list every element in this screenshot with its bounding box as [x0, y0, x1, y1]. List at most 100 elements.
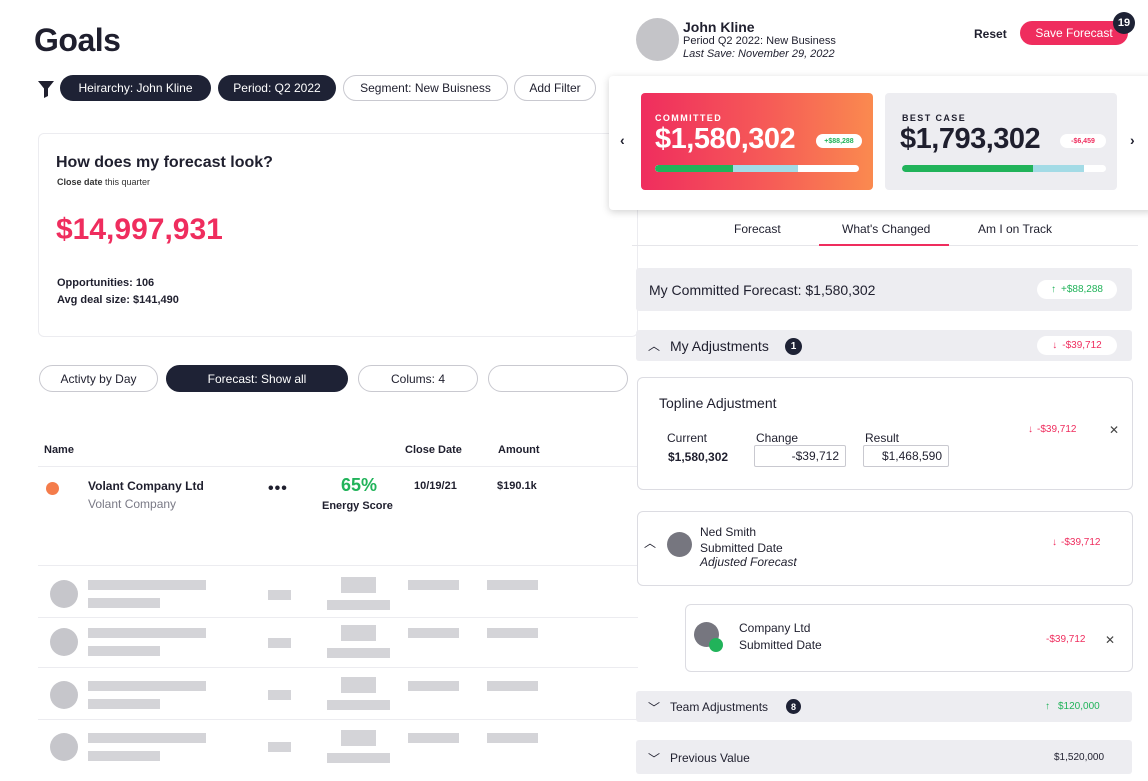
filter-chip-hierarchy[interactable]: Heirarchy: John Kline — [60, 75, 211, 101]
adjuster-submitted-date: Submitted Date — [700, 541, 783, 555]
row-opportunity-name: Volant Company Ltd — [88, 479, 204, 493]
result-label: Result — [865, 431, 900, 445]
best-case-amount: $1,793,302 — [900, 123, 1041, 155]
avatar — [636, 18, 679, 61]
filter-icon[interactable] — [37, 80, 55, 98]
team-adjustments-delta: ↑ $120,000 — [1045, 701, 1100, 712]
row-divider — [38, 565, 638, 566]
committed-forecast-label: My Committed Forecast: $1,580,302 — [649, 282, 876, 298]
adjuster-name: Ned Smith — [700, 525, 757, 539]
filter-chip-segment[interactable]: Segment: New Buisness — [343, 75, 508, 101]
topline-adjustment-card: Topline Adjustment Current $1,580,302 Ch… — [637, 377, 1133, 490]
last-save-date: Last Save: November 29, 2022 — [683, 48, 835, 60]
chevron-down-icon[interactable]: ﹀ — [648, 752, 661, 766]
committed-card[interactable]: COMMITTED $1,580,302 +$88,288 — [641, 93, 873, 190]
committed-delta-badge: +$88,288 — [816, 134, 862, 148]
company-ltd-card[interactable]: Company Ltd Submitted Date -$39,712 ✕ — [685, 604, 1133, 672]
column-header-amount[interactable]: Amount — [498, 444, 540, 456]
energy-score-value: 65% — [341, 475, 378, 495]
user-period: Period Q2 2022: New Business — [683, 35, 836, 47]
previous-value-amount: $1,520,000 — [1054, 752, 1105, 763]
tab-am-i-on-track[interactable]: Am I on Track — [978, 222, 1053, 236]
team-adjustments-label: Team Adjustments — [670, 700, 769, 714]
arrow-up-icon: ↑ — [1051, 284, 1056, 295]
adjuster-adjusted-forecast: Adjusted Forecast — [700, 555, 797, 569]
team-adjustments-count: 8 — [786, 699, 801, 714]
row-company-name: Volant Company — [88, 497, 177, 511]
add-filter-button[interactable]: Add Filter — [514, 75, 596, 101]
forecast-card-subtitle: Close date this quarter — [57, 177, 151, 187]
best-case-progress-bar — [902, 165, 1106, 172]
previous-value-label: Previous Value — [670, 751, 750, 765]
committed-amount: $1,580,302 — [655, 123, 796, 155]
chevron-right-icon[interactable]: › — [1130, 132, 1135, 148]
row-amount: $190.1k — [497, 480, 537, 492]
committed-label: COMMITTED — [655, 113, 723, 123]
current-value: $1,580,302 — [668, 450, 729, 464]
view-control-empty[interactable] — [488, 365, 628, 392]
forecast-summary-card — [38, 133, 638, 337]
chevron-up-icon[interactable]: ︿ — [644, 536, 657, 550]
best-case-label: BEST CASE — [902, 113, 967, 123]
page-title: Goals — [34, 22, 121, 58]
arrow-down-icon: ↓ — [1028, 424, 1033, 435]
row-close-date: 10/19/21 — [414, 480, 457, 492]
company-delta: -$39,712 — [1046, 634, 1086, 645]
column-header-close-date[interactable]: Close Date — [405, 444, 462, 456]
avatar — [667, 532, 692, 557]
close-icon[interactable]: ✕ — [1109, 423, 1120, 437]
ned-smith-card[interactable]: ︿ Ned Smith Submitted Date Adjusted Fore… — [637, 511, 1133, 586]
opportunities-count: Opportunities: 106 — [57, 277, 155, 289]
company-submitted-date: Submitted Date — [739, 638, 822, 652]
topline-title: Topline Adjustment — [659, 395, 777, 411]
row-divider — [38, 719, 638, 720]
more-horizontal-icon[interactable]: ••• — [268, 480, 288, 497]
columns-button[interactable]: Colums: 4 — [358, 365, 478, 392]
topline-delta: ↓ -$39,712 — [1028, 424, 1077, 435]
committed-progress-bar — [655, 165, 859, 172]
forecast-show-all-button[interactable]: Forecast: Show all — [166, 365, 348, 392]
forecast-card-title: How does my forecast look? — [56, 154, 273, 171]
team-adjustments-row[interactable]: ﹀ Team Adjustments 8 ↑ $120,000 — [636, 691, 1132, 722]
best-case-delta-badge: -$6,459 — [1060, 134, 1106, 148]
my-adjustments-delta: ↓ -$39,712 — [1037, 336, 1117, 355]
tab-whats-changed[interactable]: What's Changed — [842, 222, 931, 236]
my-adjustments-row[interactable]: ︿ My Adjustments 1 ↓ -$39,712 — [636, 330, 1132, 361]
reset-button[interactable]: Reset — [974, 27, 1007, 41]
save-forecast-button[interactable]: Save Forecast — [1020, 21, 1128, 45]
chevron-down-icon[interactable]: ﹀ — [648, 701, 661, 715]
active-tab-indicator — [819, 244, 949, 246]
avg-deal-size: Avg deal size: $141,490 — [57, 294, 179, 306]
ned-delta: ↓ -$39,712 — [1052, 537, 1101, 548]
arrow-up-icon: ↑ — [1045, 701, 1050, 712]
arrow-down-icon: ↓ — [1052, 537, 1057, 548]
previous-value-row[interactable]: ﹀ Previous Value $1,520,000 — [636, 740, 1132, 774]
chevron-up-icon[interactable]: ︿ — [648, 339, 661, 353]
arrow-down-icon: ↓ — [1052, 340, 1058, 351]
save-count-badge: 19 — [1113, 12, 1135, 34]
chevron-left-icon[interactable]: ‹ — [620, 132, 625, 148]
user-name: John Kline — [683, 19, 755, 35]
close-icon[interactable]: ✕ — [1105, 633, 1116, 647]
committed-forecast-delta: ↑ +$88,288 — [1037, 280, 1117, 299]
activity-by-day-button[interactable]: Activty by Day — [39, 365, 158, 392]
my-adjustments-count: 1 — [785, 338, 802, 355]
filter-chip-period[interactable]: Period: Q2 2022 — [218, 75, 336, 101]
change-input[interactable]: -$39,712 — [754, 445, 846, 467]
row-divider — [38, 667, 638, 668]
best-case-card[interactable]: BEST CASE $1,793,302 -$6,459 — [885, 93, 1117, 190]
company-name: Company Ltd — [739, 621, 811, 635]
status-dot — [709, 638, 723, 652]
table-header-divider — [38, 466, 638, 467]
result-input[interactable]: $1,468,590 — [863, 445, 949, 467]
tab-forecast[interactable]: Forecast — [734, 222, 781, 236]
status-dot — [46, 482, 59, 495]
row-divider — [38, 617, 638, 618]
change-label: Change — [756, 431, 799, 445]
forecast-total-value: $14,997,931 — [56, 213, 223, 246]
column-header-name[interactable]: Name — [44, 444, 74, 456]
current-label: Current — [667, 431, 708, 445]
committed-forecast-row: My Committed Forecast: $1,580,302 ↑ +$88,… — [636, 268, 1132, 311]
my-adjustments-label: My Adjustments — [670, 338, 769, 354]
energy-score-label: Energy Score — [322, 500, 393, 512]
